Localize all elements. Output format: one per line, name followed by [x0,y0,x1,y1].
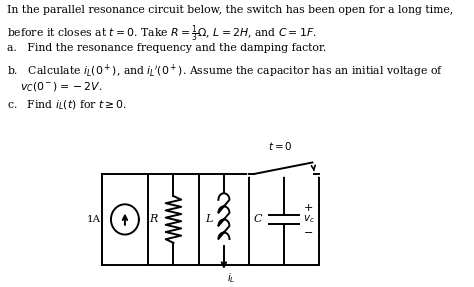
Text: +: + [303,203,313,213]
Text: In the parallel resonance circuit below, the switch has been open for a long tim: In the parallel resonance circuit below,… [7,5,453,15]
Text: a.   Find the resonance frequency and the damping factor.: a. Find the resonance frequency and the … [7,43,326,53]
Text: $v_C(0^-) = -2V$.: $v_C(0^-) = -2V$. [20,80,103,94]
Text: $i_L$: $i_L$ [227,272,236,286]
Text: 1A: 1A [87,215,101,224]
Text: before it closes at $t = 0$. Take $R = \frac{1}{3}\Omega$, $L = 2H$, and $C = 1F: before it closes at $t = 0$. Take $R = \… [7,23,316,45]
Text: C: C [254,214,262,224]
Text: R: R [149,214,157,224]
Text: L: L [205,214,212,224]
Text: b.   Calculate $i_L(0^+)$, and $i_L{}'(0^+)$. Assume the capacitor has an initia: b. Calculate $i_L(0^+)$, and $i_L{}'(0^+… [7,63,443,80]
Text: c.   Find $i_L(t)$ for $t \geq 0$.: c. Find $i_L(t)$ for $t \geq 0$. [7,98,127,112]
Text: $v_c$: $v_c$ [303,214,316,225]
Text: $-$: $-$ [303,226,314,236]
Text: $t=0$: $t=0$ [268,140,292,152]
